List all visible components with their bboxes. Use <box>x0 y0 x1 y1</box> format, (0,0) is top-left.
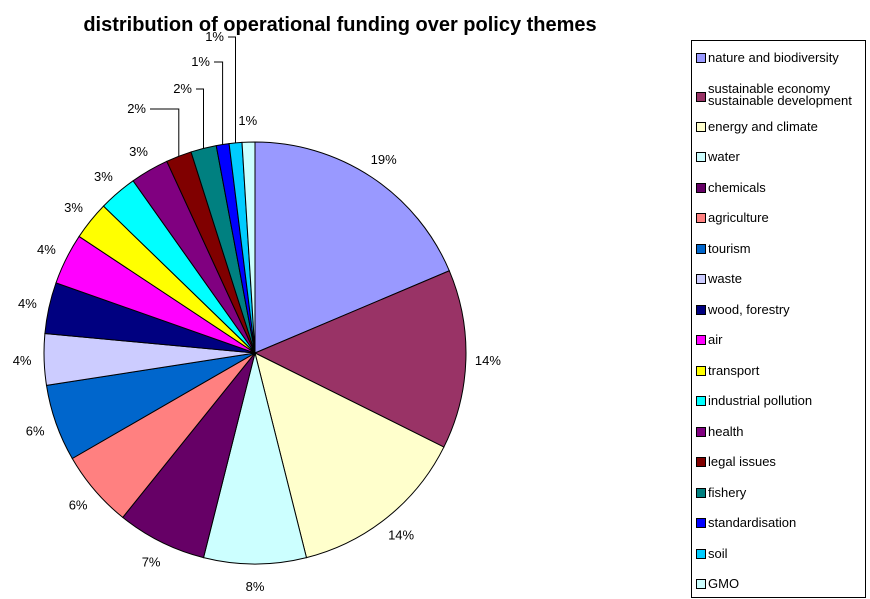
pie-slice-sustainable-economy-sustainable-development <box>253 270 467 448</box>
legend-swatch <box>696 396 706 406</box>
legend-swatch <box>696 274 706 284</box>
pie-slice-energy-and-climate <box>254 352 445 559</box>
legend-label: sustainable economy <box>708 80 831 96</box>
legend-swatch <box>696 579 706 589</box>
legend-label: air <box>708 332 723 347</box>
data-label: 8% <box>246 579 265 594</box>
data-label: 4% <box>18 296 37 311</box>
legend-label: agriculture <box>708 210 769 225</box>
legend-label: tourism <box>708 240 751 256</box>
legend-swatch <box>696 182 706 193</box>
pie-chart: 19% 14% 14% 8% 7% 6% 6% 4% 4% 4% 3% 3% 3% 2% 2% 1% 1% 1% <box>13 29 502 594</box>
legend-label: health <box>708 423 744 439</box>
data-label: 14% <box>475 353 501 368</box>
legend-swatch <box>696 91 706 102</box>
legend-label: transport <box>708 362 760 378</box>
pie-slice-water <box>202 352 308 565</box>
data-label: 2% <box>173 81 192 96</box>
legend-swatch <box>696 121 706 132</box>
data-label: 3% <box>94 169 113 184</box>
legend-label: water <box>708 149 740 164</box>
leader-line <box>196 88 204 149</box>
legend-swatch <box>696 335 706 345</box>
legend-swatch <box>696 426 706 437</box>
data-label: 3% <box>64 200 83 215</box>
legend-label: nature and biodiversity <box>708 50 839 65</box>
data-label: 19% <box>371 152 397 167</box>
legend-label: soil <box>708 545 728 561</box>
legend-swatch <box>696 518 706 528</box>
legend-label: standardisation <box>708 515 797 530</box>
legend-label: GMO <box>708 576 740 591</box>
legend: nature and biodiversity sustainable econo… <box>691 40 866 598</box>
legend-swatch <box>696 548 706 559</box>
data-label: 4% <box>13 353 32 368</box>
pie-slice-gmo <box>241 141 256 354</box>
legend-swatch <box>696 243 706 254</box>
data-label: 4% <box>37 242 56 257</box>
legend-label: energy and climate <box>708 118 818 134</box>
legend-label: legal issues <box>708 454 776 469</box>
legend-swatch <box>696 53 706 63</box>
legend-label: sustainable development <box>708 92 852 108</box>
legend-swatch <box>696 152 706 162</box>
legend-label: industrial pollution <box>708 393 813 408</box>
data-label: 6% <box>26 423 45 438</box>
leader-line <box>214 61 224 145</box>
data-label: 7% <box>142 555 161 570</box>
legend-swatch <box>696 213 706 223</box>
legend-swatch <box>696 365 706 376</box>
data-label: 3% <box>129 144 148 159</box>
legend-label: fishery <box>708 484 747 500</box>
legend-swatch <box>696 457 706 467</box>
chart-title: distribution of operational funding over… <box>83 14 597 36</box>
leader-line <box>228 36 236 143</box>
pie-slice-nature-and-biodiversity <box>254 141 450 354</box>
data-label: 1% <box>238 113 257 128</box>
legend-swatch <box>696 304 706 315</box>
legend-label: waste <box>708 271 742 286</box>
data-label: 14% <box>388 528 414 543</box>
data-label: 1% <box>205 29 224 44</box>
data-label: 6% <box>69 498 88 513</box>
legend-label: chemicals <box>708 179 766 195</box>
legend-swatch <box>696 487 706 498</box>
legend-label: wood, forestry <box>708 301 790 317</box>
data-label: 1% <box>191 54 210 69</box>
leader-line <box>150 108 180 157</box>
data-label: 2% <box>127 101 146 116</box>
